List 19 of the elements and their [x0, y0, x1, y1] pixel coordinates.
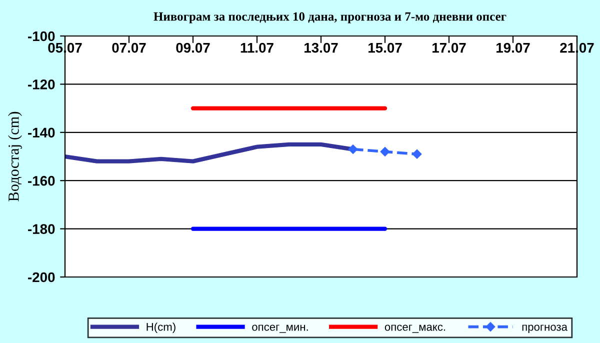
y-tick-label: -200: [28, 272, 55, 282]
x-tick-label: 17.07: [432, 42, 466, 53]
x-tick-label: 11.07: [240, 42, 274, 53]
y-tick-label: -120: [28, 80, 55, 90]
y-tick-label: -100: [28, 31, 55, 42]
legend-label: прогноза: [522, 324, 568, 333]
x-tick-label: 09.07: [176, 42, 210, 53]
y-axis-title: Водостај (cm): [8, 112, 22, 202]
x-tick-label: 19.07: [496, 42, 530, 53]
legend-label: H(cm): [146, 322, 176, 333]
y-tick-label: -140: [28, 128, 55, 138]
legend-label: опсег_мин.: [252, 324, 308, 333]
chart-title: Нивограм за последњих 10 дана, прогноза и 7-мо дневни опсег: [154, 12, 506, 24]
y-tick-label: -160: [28, 176, 55, 186]
x-tick-label: 07.07: [112, 42, 146, 53]
x-tick-label: 13.07: [304, 42, 338, 53]
x-tick-label: 15.07: [368, 42, 402, 53]
y-tick-label: -180: [28, 224, 55, 234]
legend-label: опсег_макс.: [384, 324, 446, 333]
